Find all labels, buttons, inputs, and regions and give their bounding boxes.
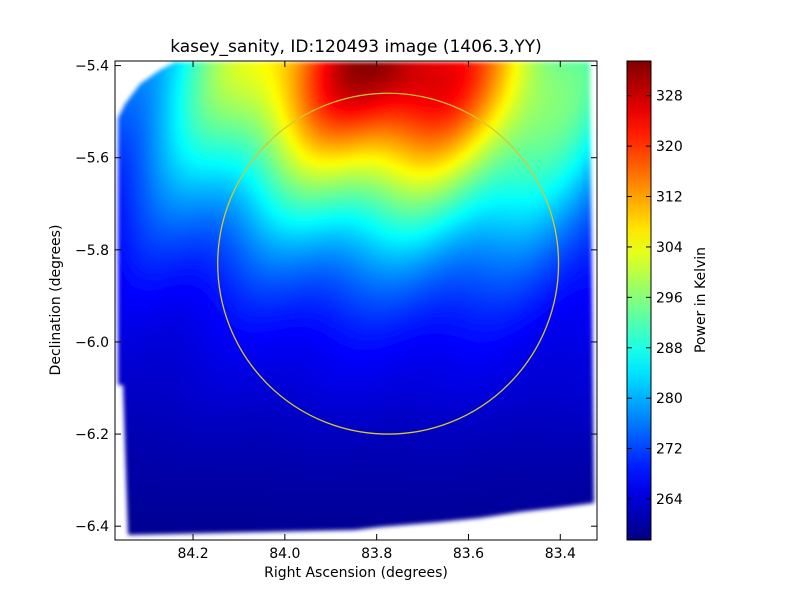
colorbar-tick-label-5: 304 (656, 240, 683, 256)
x-tick-label-4: 83.4 (545, 546, 576, 562)
colorbar-tick-label-0: 264 (656, 492, 683, 508)
y-tick-label-2: −5.8 (75, 243, 109, 259)
x-tick-label-0: 84.2 (177, 546, 208, 562)
colorbar-tick-label-7: 320 (656, 139, 683, 155)
x-axis-title: Right Ascension (degrees) (264, 565, 448, 581)
x-tick-label-1: 84.0 (269, 546, 300, 562)
colorbar-tick-label-2: 280 (656, 391, 683, 407)
y-axis-ticks: −5.4 −5.6 −5.8 −6.0 −6.2 −6.4 (75, 59, 597, 535)
x-tick-label-3: 83.6 (453, 546, 484, 562)
chart-title: kasey_sanity, ID:120493 image (1406.3,YY… (170, 37, 542, 57)
y-tick-label-1: −5.6 (75, 151, 109, 167)
y-tick-label-4: −6.2 (75, 427, 109, 443)
heatmap-layer (118, 62, 594, 535)
x-tick-label-2: 83.8 (361, 546, 392, 562)
colorbar-tick-label-6: 312 (656, 190, 683, 206)
colorbar: 264 272 280 288 296 304 312 320 328 Power in Kel… (626, 60, 709, 541)
colorbar-tick-label-3: 288 (656, 341, 683, 357)
heatmap-image (118, 62, 594, 535)
colorbar-title: Power in Kelvin (693, 247, 709, 353)
y-axis-title: Declination (degrees) (48, 225, 64, 376)
y-tick-label-5: −6.4 (75, 519, 109, 535)
colorbar-tick-label-4: 296 (656, 290, 683, 306)
colorbar-tick-label-1: 272 (656, 442, 683, 458)
x-axis-ticks: 84.2 84.0 83.8 83.6 83.4 (177, 61, 576, 562)
colorbar-gradient (627, 61, 651, 540)
plot-frame (114, 60, 598, 541)
y-tick-label-0: −5.4 (75, 59, 109, 75)
colorbar-tick-label-8: 328 (656, 89, 683, 105)
colorbar-frame (626, 60, 652, 541)
y-tick-label-3: −6.0 (75, 335, 109, 351)
beam-circle-overlay (217, 92, 560, 435)
colorbar-ticks: 264 272 280 288 296 304 312 320 328 (627, 89, 683, 508)
